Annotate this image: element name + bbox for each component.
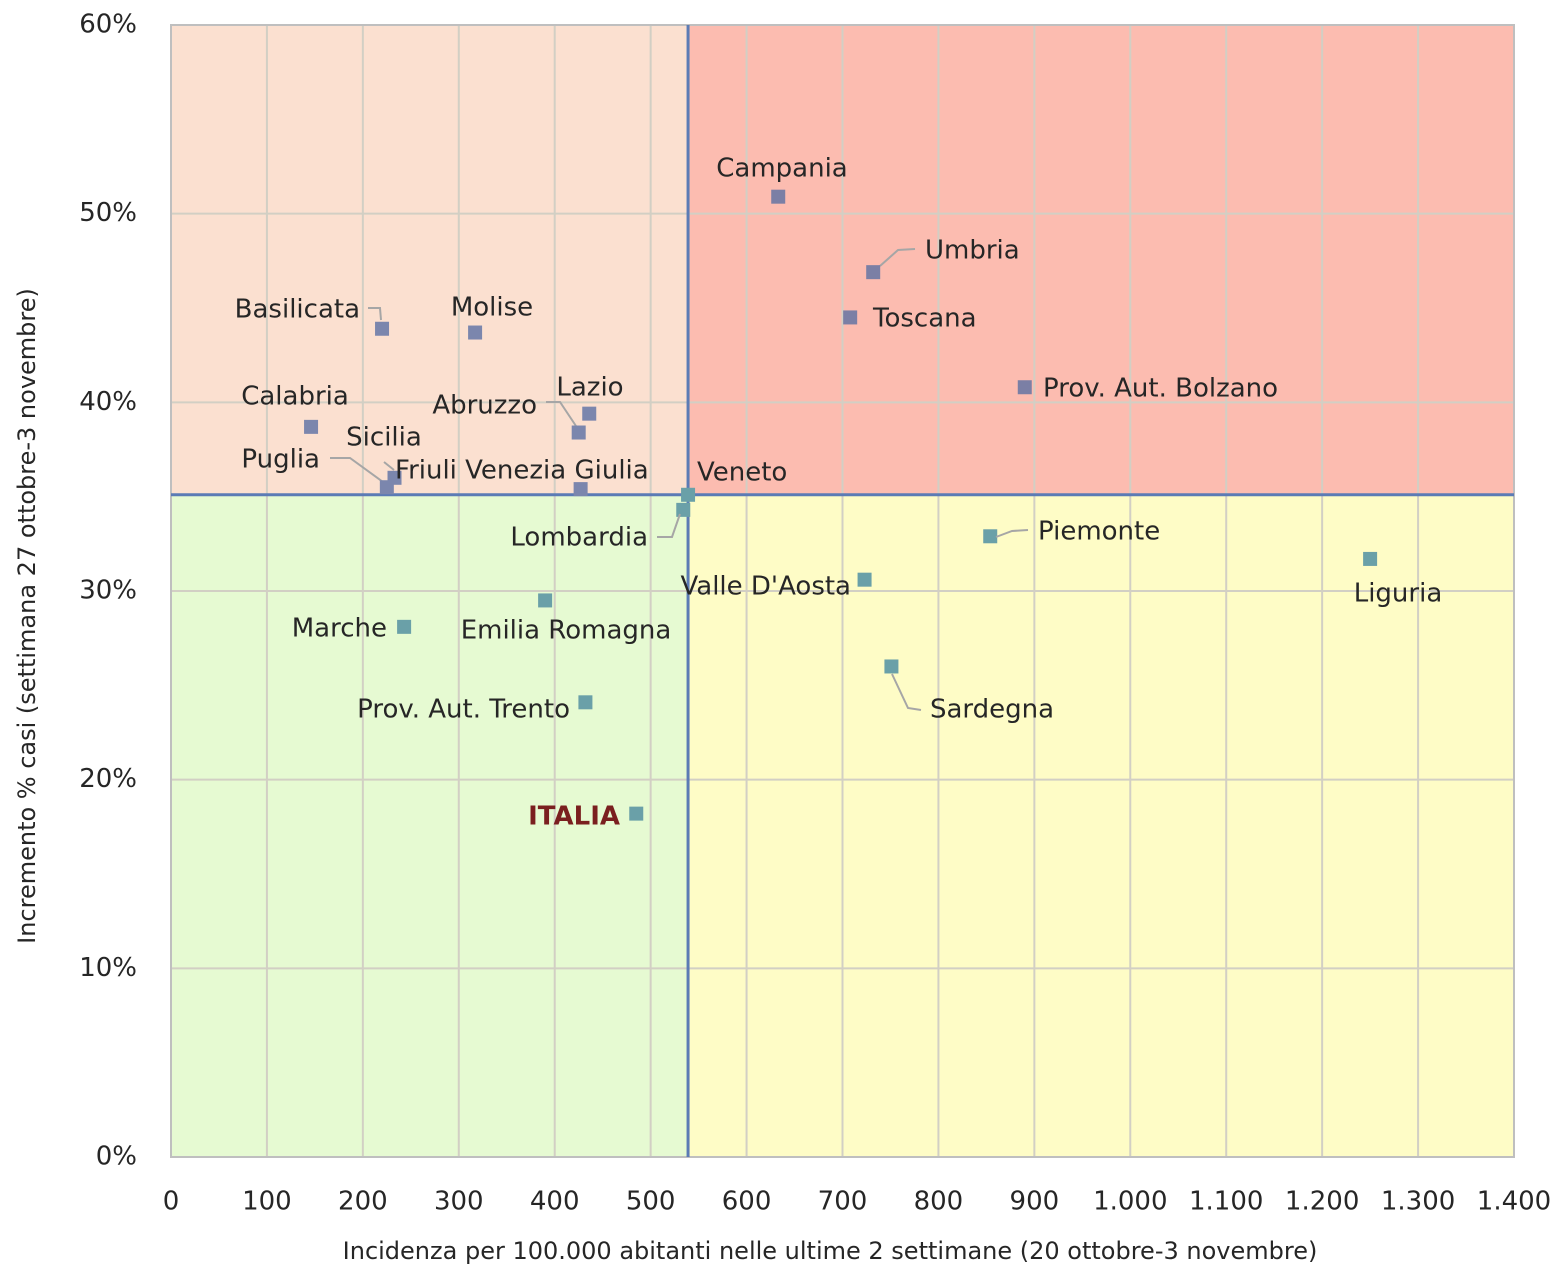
- x-tick-label: 400: [530, 1187, 580, 1217]
- x-tick-label: 1.400: [1477, 1187, 1551, 1217]
- x-tick-label: 900: [1010, 1187, 1060, 1217]
- x-tick-label: 0: [163, 1187, 180, 1217]
- marker: [771, 189, 786, 204]
- x-tick-label: 1.300: [1381, 1187, 1455, 1217]
- marker: [538, 593, 553, 608]
- point-label: Friuli Venezia Giulia: [395, 456, 649, 486]
- x-axis-title: Incidenza per 100.000 abitanti nelle ult…: [343, 1237, 1318, 1265]
- point-label: Prov. Aut. Trento: [357, 695, 570, 725]
- point-label: Calabria: [241, 382, 349, 412]
- marker: [468, 325, 483, 340]
- marker: [1363, 551, 1378, 566]
- marker: [571, 425, 586, 440]
- point-label: Campania: [716, 154, 848, 184]
- marker: [681, 487, 696, 502]
- point-label: Lazio: [556, 373, 623, 403]
- point-label: Umbria: [925, 236, 1020, 266]
- marker: [573, 482, 588, 497]
- y-tick-label: 20%: [79, 764, 137, 794]
- point-label: Basilicata: [235, 295, 360, 325]
- x-tick-label: 800: [914, 1187, 964, 1217]
- y-tick-label: 40%: [79, 387, 137, 417]
- point-label: Abruzzo: [432, 391, 537, 421]
- x-tick-label: 600: [722, 1187, 772, 1217]
- plot-frame: [170, 24, 1515, 1158]
- point-label: Sardegna: [930, 695, 1054, 725]
- marker: [629, 806, 644, 821]
- point-label: Toscana: [872, 304, 977, 334]
- marker: [578, 695, 593, 710]
- quadrant: [688, 494, 1514, 1157]
- quadrant: [688, 25, 1514, 495]
- point-label: Puglia: [241, 445, 320, 475]
- point-label: Valle D'Aosta: [681, 572, 852, 602]
- marker: [857, 572, 872, 587]
- y-tick-label: 0%: [96, 1142, 137, 1172]
- leader-line: [995, 529, 1029, 538]
- x-tick-label: 1.000: [1093, 1187, 1167, 1217]
- point-label: Liguria: [1354, 579, 1443, 609]
- x-tick-label: 700: [818, 1187, 868, 1217]
- y-axis-title: Incremento % casi (settimana 27 ottobre-…: [13, 288, 41, 944]
- x-tick-label: 1.200: [1285, 1187, 1359, 1217]
- point-label: Prov. Aut. Bolzano: [1043, 374, 1278, 404]
- x-tick-label: 100: [242, 1187, 292, 1217]
- x-tick-label: 1.100: [1189, 1187, 1263, 1217]
- marker: [375, 321, 390, 336]
- point-label: Emilia Romagna: [461, 616, 672, 646]
- leader-line: [546, 401, 577, 427]
- leader-line: [368, 307, 382, 321]
- y-tick-label: 30%: [79, 576, 137, 606]
- leader-line: [879, 248, 916, 267]
- y-tick-label: 60%: [79, 10, 137, 40]
- marker: [379, 480, 394, 495]
- marker: [983, 529, 998, 544]
- point-label: ITALIA: [528, 802, 620, 832]
- quadrant: [171, 25, 689, 495]
- quadrant: [171, 494, 689, 1157]
- y-tick-label: 50%: [79, 198, 137, 228]
- x-tick-label: 500: [626, 1187, 676, 1217]
- leader-line: [891, 673, 922, 711]
- point-label: Molise: [451, 293, 533, 323]
- point-label: Lombardia: [510, 523, 648, 553]
- point-label: Marche: [292, 614, 387, 644]
- marker: [582, 406, 597, 421]
- y-tick-label: 10%: [79, 953, 137, 983]
- marker: [304, 419, 319, 434]
- marker: [866, 265, 881, 280]
- point-label: Veneto: [697, 458, 787, 488]
- marker: [884, 659, 899, 674]
- x-tick-label: 300: [434, 1187, 484, 1217]
- x-tick-label: 200: [338, 1187, 388, 1217]
- leader-line: [657, 513, 681, 538]
- leader-line: [330, 457, 384, 483]
- marker: [676, 502, 691, 517]
- marker: [1017, 380, 1032, 395]
- marker: [843, 310, 858, 325]
- marker: [397, 619, 412, 634]
- point-label: Sicilia: [346, 423, 422, 453]
- point-label: Piemonte: [1038, 517, 1160, 547]
- leader-line: [383, 461, 395, 471]
